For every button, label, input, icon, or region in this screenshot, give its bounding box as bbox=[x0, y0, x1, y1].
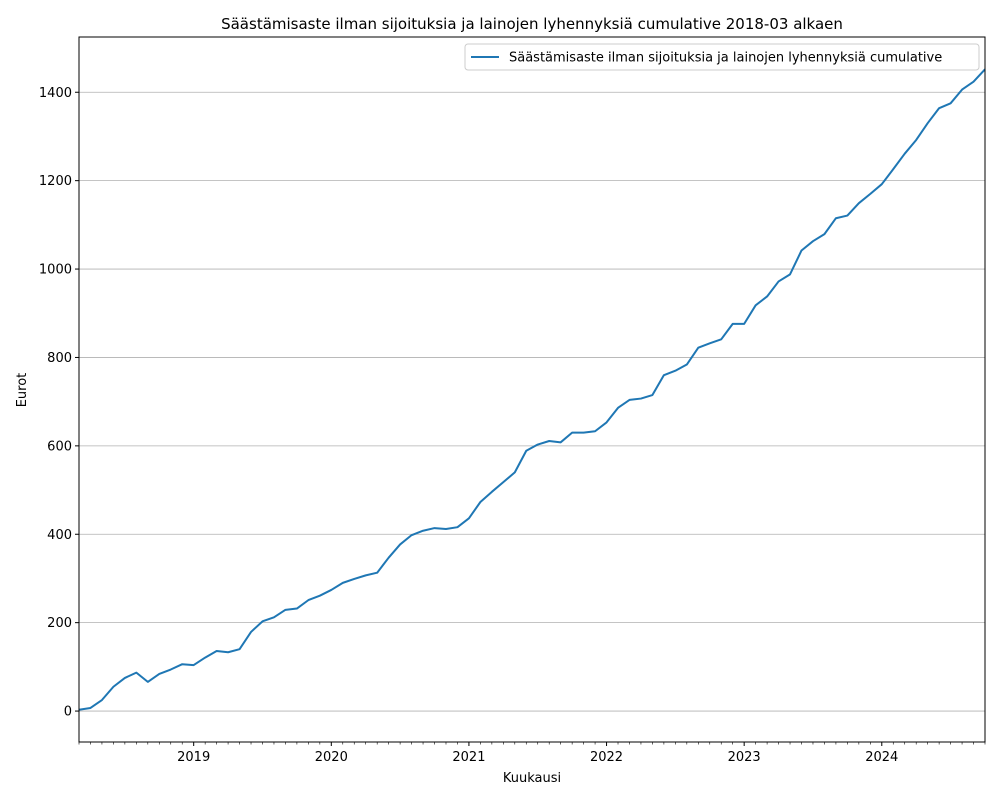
series-lines bbox=[78, 68, 986, 711]
y-tick-label: 1000 bbox=[39, 263, 72, 278]
y-tick-label: 1400 bbox=[39, 86, 72, 101]
y-tick-label: 200 bbox=[47, 616, 72, 631]
x-tick-label: 2020 bbox=[315, 750, 348, 765]
y-tick-label: 800 bbox=[47, 351, 72, 366]
y-tick-label: 0 bbox=[64, 705, 72, 720]
y-tick-label: 400 bbox=[47, 528, 72, 543]
legend-label: Säästämisaste ilman sijoituksia ja laino… bbox=[509, 51, 942, 66]
x-axis-label: Kuukausi bbox=[503, 771, 561, 786]
x-tick-label: 2019 bbox=[177, 750, 210, 765]
grid-lines bbox=[79, 91, 985, 712]
y-axis: 0 200 400 600 800 1000 1200 1400 bbox=[39, 86, 79, 720]
x-axis: 2019 2020 2021 2022 2023 2024 bbox=[78, 742, 986, 765]
x-tick-label: 2022 bbox=[590, 750, 623, 765]
legend: Säästämisaste ilman sijoituksia ja laino… bbox=[464, 43, 980, 71]
y-tick-label: 600 bbox=[47, 439, 72, 454]
x-tick-label: 2021 bbox=[452, 750, 485, 765]
x-tick-label: 2023 bbox=[728, 750, 761, 765]
y-tick-label: 1200 bbox=[39, 174, 72, 189]
legend-box bbox=[464, 43, 980, 71]
x-tick-label: 2024 bbox=[865, 750, 898, 765]
series-line bbox=[78, 68, 986, 711]
chart-title: Säästämisaste ilman sijoituksia ja laino… bbox=[221, 15, 843, 33]
y-axis-label: Eurot bbox=[15, 373, 30, 408]
plot-area-frame bbox=[78, 36, 986, 743]
